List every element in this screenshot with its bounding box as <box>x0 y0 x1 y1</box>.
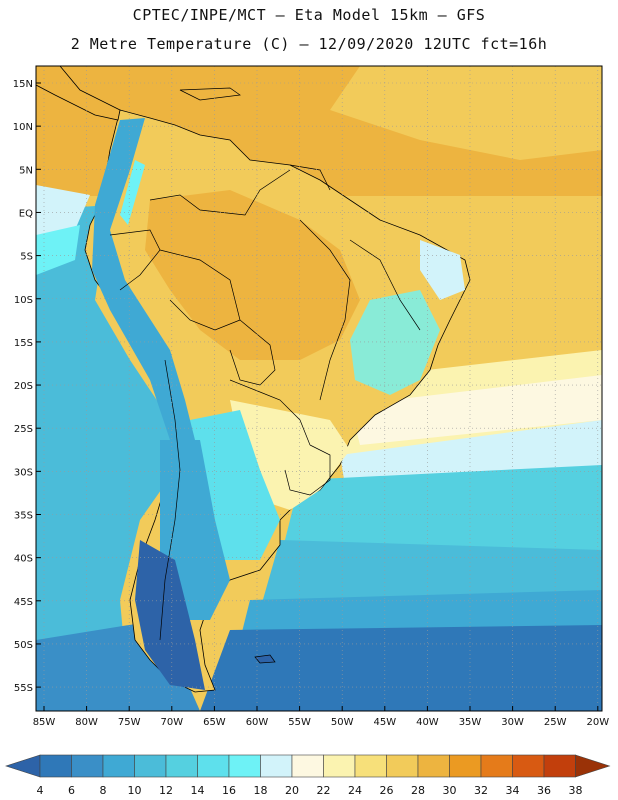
lat-label: 35S <box>14 511 33 522</box>
colorbar-bin <box>39 754 72 778</box>
brazil-interior-hot <box>145 190 360 360</box>
lat-label: 45S <box>14 597 33 608</box>
lat-label: 20S <box>14 381 33 392</box>
border-chile-argentina <box>159 359 181 641</box>
colorbar-bin <box>197 754 230 778</box>
colorbar-label: 18 <box>254 784 268 797</box>
lat-label: 5S <box>20 252 33 263</box>
lat-label: 5N <box>19 165 33 176</box>
lon-label: 75W <box>118 717 141 728</box>
colorbar-bin <box>543 754 576 778</box>
lon-label: 40W <box>416 717 439 728</box>
border-guianas <box>289 164 331 191</box>
lon-label: 30W <box>501 717 524 728</box>
colorbar-label: 14 <box>191 784 205 797</box>
map-frame <box>35 65 603 712</box>
colorbar-label: 38 <box>569 784 583 797</box>
colorbar-label: 22 <box>317 784 331 797</box>
colorbar-bin <box>417 754 450 778</box>
map-title-line-2: 2 Metre Temperature (C) – 12/09/2020 12U… <box>70 35 548 53</box>
border-bolivia-paraguay <box>229 319 276 386</box>
colorbar-bin <box>386 754 419 778</box>
colorbar-label: 10 <box>128 784 142 797</box>
border-north <box>149 169 291 216</box>
colorbar-arrow-high <box>575 754 611 778</box>
colorbar-label: 30 <box>443 784 457 797</box>
lon-label: 35W <box>459 717 482 728</box>
longitude-labels: 85W 80W 75W 70W 65W 60W 55W 50W 45W 40W 35W 30W 25W 2… <box>33 706 609 728</box>
lat-label: 40S <box>14 554 33 565</box>
lat-label: 10S <box>14 295 33 306</box>
andes-cold-strip <box>92 118 195 440</box>
lat-label: 10N <box>13 122 33 133</box>
temperature-field <box>36 66 602 711</box>
colorbar-label: 4 <box>37 784 44 797</box>
colorbar-bin <box>323 754 356 778</box>
colorbar: 4 6 8 10 12 14 16 18 20 22 24 26 28 30 32 34 36 38 <box>5 754 611 797</box>
atlantic-tropical-area <box>330 66 602 160</box>
lon-label: 25W <box>544 717 567 728</box>
atlantic-band-14 <box>280 465 602 560</box>
lon-label: 65W <box>203 717 226 728</box>
colorbar-label: 24 <box>348 784 362 797</box>
colorbar-label: 28 <box>411 784 425 797</box>
colorbar-label: 36 <box>537 784 551 797</box>
colorbar-bin <box>512 754 545 778</box>
colorbar-arrow-low <box>5 754 41 778</box>
colorbar-label: 6 <box>68 784 75 797</box>
lon-label: 20W <box>586 717 609 728</box>
colorbar-label: 32 <box>474 784 488 797</box>
colorbar-label: 16 <box>222 784 236 797</box>
lat-label: 50S <box>14 640 33 651</box>
lon-label: 80W <box>75 717 98 728</box>
lat-label: 15S <box>14 338 33 349</box>
lat-label: 25S <box>14 424 33 435</box>
lon-label: 50W <box>331 717 354 728</box>
northern-andes-cool <box>120 160 145 225</box>
caribbean-island <box>179 87 241 101</box>
border-uruguay <box>284 444 331 496</box>
colorbar-bin <box>291 754 324 778</box>
patagonia-coldest <box>135 540 205 690</box>
latitude-labels: 15N 10N 5N EQ 5S 10S 15S 20S 25S 30S 35S 40S 45S 50S 5… <box>13 79 41 694</box>
border-brazil-states-2 <box>349 239 421 331</box>
colorbar-bin <box>480 754 513 778</box>
colorbar-bin <box>134 754 167 778</box>
pacific-warm-strip <box>36 225 80 275</box>
map-title-line-1: CPTEC/INPE/MCT – Eta Model 15km – GFS <box>132 6 486 24</box>
central-america-land <box>36 66 121 121</box>
lat-label: 30S <box>14 467 33 478</box>
colorbar-bin <box>165 754 198 778</box>
lon-label: 70W <box>160 717 183 728</box>
atlantic-band-6 <box>200 625 602 711</box>
lat-label: 55S <box>14 683 33 694</box>
colorbar-bin <box>71 754 104 778</box>
pacific-ocean-cool <box>36 205 175 711</box>
colorbar-bin <box>449 754 482 778</box>
colorbar-label: 26 <box>380 784 394 797</box>
falkland-islands <box>254 654 276 664</box>
lat-label: EQ <box>19 208 33 219</box>
colorbar-bin <box>102 754 135 778</box>
border-argentina-brazil <box>229 379 311 446</box>
lat-label: 15N <box>13 79 33 90</box>
colorbar-label: 12 <box>159 784 173 797</box>
colorbar-bin <box>260 754 293 778</box>
east-brazil-cool <box>350 290 440 395</box>
border-brazil-states <box>299 219 351 401</box>
colorbar-bin <box>354 754 387 778</box>
lon-label: 60W <box>246 717 269 728</box>
northeast-brazil-mild <box>420 240 465 300</box>
colorbar-label: 8 <box>100 784 107 797</box>
country-borders <box>109 164 421 641</box>
lon-label: 55W <box>288 717 311 728</box>
colorbar-label: 20 <box>285 784 299 797</box>
lon-label: 85W <box>33 717 56 728</box>
atlantic-band-22 <box>350 375 602 445</box>
lon-label: 45W <box>373 717 396 728</box>
colorbar-label: 34 <box>506 784 520 797</box>
colorbar-bin <box>228 754 261 778</box>
